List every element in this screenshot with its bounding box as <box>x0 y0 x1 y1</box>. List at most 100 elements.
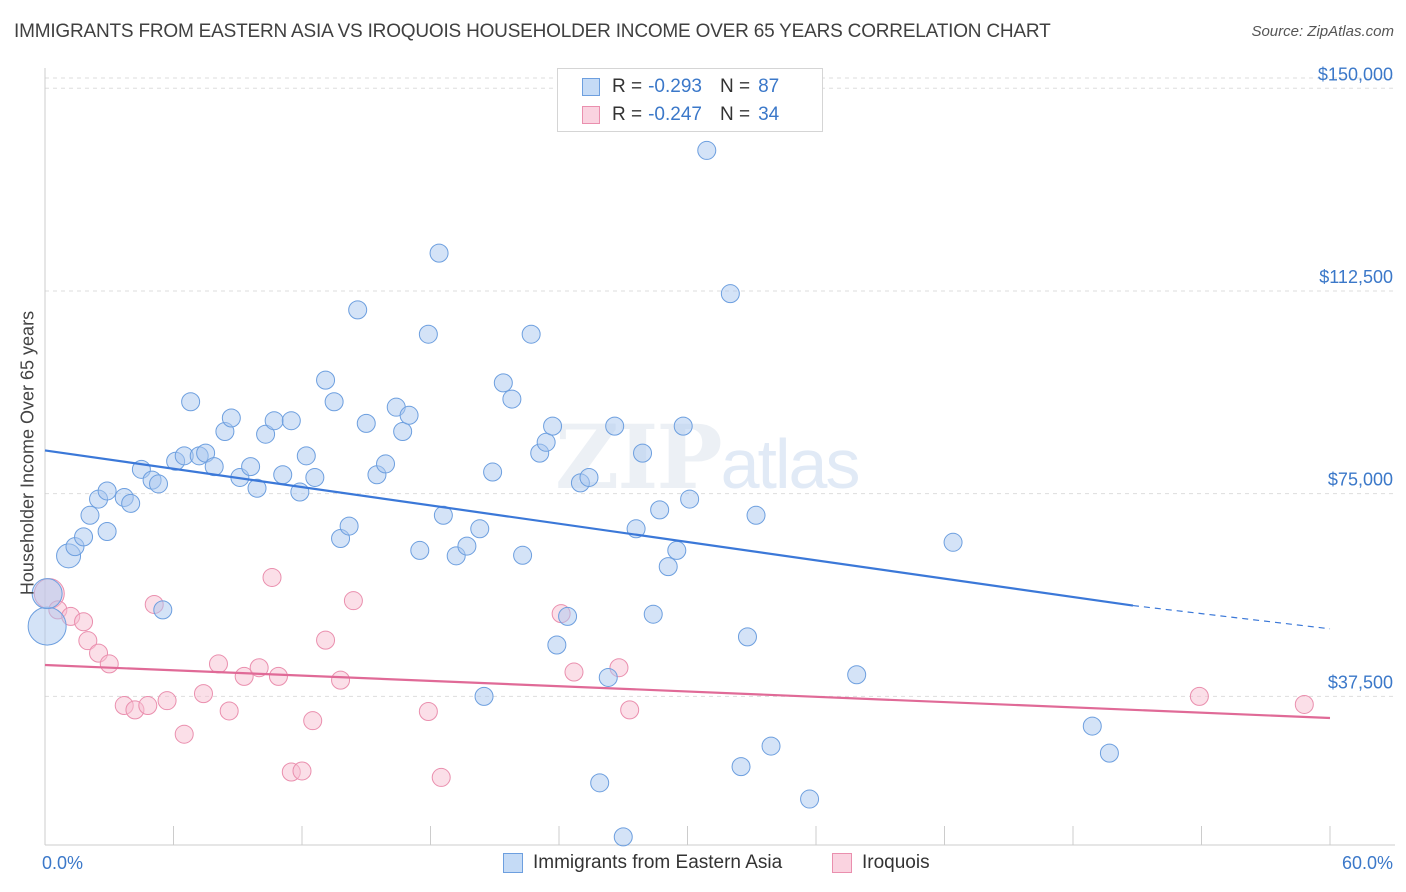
bottom-legend-iroquois: Iroquois <box>832 852 930 874</box>
y-tick-label: $150,000 <box>1318 64 1393 84</box>
eastern-asia-point <box>1082 716 1102 736</box>
eastern-asia-point <box>536 432 556 452</box>
iroquois-point <box>316 630 336 650</box>
grid-lines <box>45 77 1395 697</box>
eastern-asia-point <box>579 467 599 487</box>
eastern-asia-point <box>697 140 717 160</box>
eastern-asia-point <box>393 422 413 442</box>
eastern-asia-point <box>731 757 751 777</box>
legend-swatch-blue <box>582 78 600 96</box>
eastern-asia-point <box>256 424 276 444</box>
eastern-asia-point <box>196 443 216 463</box>
eastern-asia-point <box>543 416 563 436</box>
eastern-asia-point <box>305 467 325 487</box>
correlation-legend: R = -0.293 N = 87 R = -0.247 N = 34 <box>557 68 823 132</box>
eastern-asia-point <box>502 389 522 409</box>
iroquois-point <box>262 567 282 587</box>
legend-r-value: -0.247 <box>648 104 702 125</box>
eastern-asia-point <box>27 606 67 646</box>
iroquois-point <box>99 654 119 674</box>
eastern-asia-point <box>316 370 336 390</box>
y-tick-label: $112,500 <box>1319 267 1393 287</box>
legend-row-eastern-asia: R = -0.293 N = 87 <box>582 73 779 101</box>
eastern-asia-point <box>521 324 541 344</box>
legend-n-label: N = <box>719 76 751 97</box>
iroquois-point <box>292 761 312 781</box>
bottom-legend-label: Iroquois <box>862 852 930 873</box>
eastern-asia-point <box>324 392 344 412</box>
eastern-asia-point <box>680 489 700 509</box>
eastern-asia-point <box>348 300 368 320</box>
iroquois-point <box>78 631 98 651</box>
x-tick-label-max: 60.0% <box>1342 853 1393 873</box>
eastern-asia-point <box>470 519 490 539</box>
iroquois-point <box>208 654 228 674</box>
eastern-asia-point <box>241 457 261 477</box>
iroquois-point <box>193 684 213 704</box>
eastern-asia-point <box>633 443 653 463</box>
legend-r-value: -0.293 <box>648 76 702 97</box>
axes <box>44 68 1395 846</box>
eastern-asia-point <box>399 405 419 425</box>
chart-title: IMMIGRANTS FROM EASTERN ASIA VS IROQUOIS… <box>14 21 1051 42</box>
tick-labels: $37,500 $75,000 $112,500 $150,000 0.0% 60.0% <box>42 64 1393 873</box>
eastern-asia-points <box>27 140 1119 847</box>
eastern-asia-point <box>418 324 438 344</box>
eastern-asia-trend-extension <box>1132 604 1331 630</box>
legend-r-label: R = <box>612 76 643 97</box>
eastern-asia-point <box>264 411 284 431</box>
eastern-asia-point <box>273 465 293 485</box>
iroquois-point <box>249 658 269 678</box>
iroquois-point <box>418 701 438 721</box>
iroquois-point <box>174 724 194 744</box>
iroquois-points <box>33 567 1314 787</box>
iroquois-point <box>343 591 363 611</box>
eastern-asia-point <box>605 416 625 436</box>
eastern-asia-point <box>943 532 963 552</box>
y-tick-label: $37,500 <box>1328 672 1393 692</box>
trend-lines <box>44 449 1331 720</box>
eastern-asia-point <box>339 516 359 536</box>
eastern-asia-point <box>429 243 449 263</box>
bottom-legend-label: Immigrants from Eastern Asia <box>533 852 783 873</box>
eastern-asia-point <box>410 540 430 560</box>
bottom-legend-swatch-pink <box>832 853 852 873</box>
source-label: Source: ZipAtlas.com <box>1251 23 1394 40</box>
eastern-asia-point <box>247 478 267 498</box>
eastern-asia-point <box>590 773 610 793</box>
eastern-asia-point <box>847 665 867 685</box>
x-tick-label-min: 0.0% <box>42 853 83 873</box>
eastern-asia-point <box>513 545 533 565</box>
y-tick-label: $75,000 <box>1328 470 1393 490</box>
eastern-asia-point <box>457 536 477 556</box>
eastern-asia-point <box>667 540 687 560</box>
iroquois-point <box>303 711 323 731</box>
eastern-asia-point <box>558 606 578 626</box>
eastern-asia-point <box>1099 743 1119 763</box>
iroquois-point <box>138 696 158 716</box>
iroquois-point <box>268 666 288 686</box>
eastern-asia-point <box>483 462 503 482</box>
eastern-asia-point <box>643 604 663 624</box>
y-axis-label: Householder Income Over 65 years <box>17 310 38 596</box>
eastern-asia-point <box>153 600 173 620</box>
eastern-asia-point <box>598 667 618 687</box>
eastern-asia-trend-line <box>44 449 1134 607</box>
legend-n-label: N = <box>719 104 751 125</box>
eastern-asia-point <box>97 481 117 501</box>
iroquois-point <box>331 670 351 690</box>
iroquois-point <box>234 666 254 686</box>
eastern-asia-point <box>296 446 316 466</box>
iroquois-point <box>1294 694 1314 714</box>
legend-r-label: R = <box>612 104 643 125</box>
eastern-asia-point <box>737 627 757 647</box>
iroquois-point <box>219 701 239 721</box>
watermark-atlas: atlas <box>720 425 861 503</box>
iroquois-point <box>157 691 177 711</box>
eastern-asia-point <box>31 578 63 610</box>
eastern-asia-point <box>376 454 396 474</box>
bottom-legend-swatch-blue <box>503 853 523 873</box>
iroquois-point <box>74 612 94 632</box>
legend-n-value: 34 <box>758 104 780 125</box>
